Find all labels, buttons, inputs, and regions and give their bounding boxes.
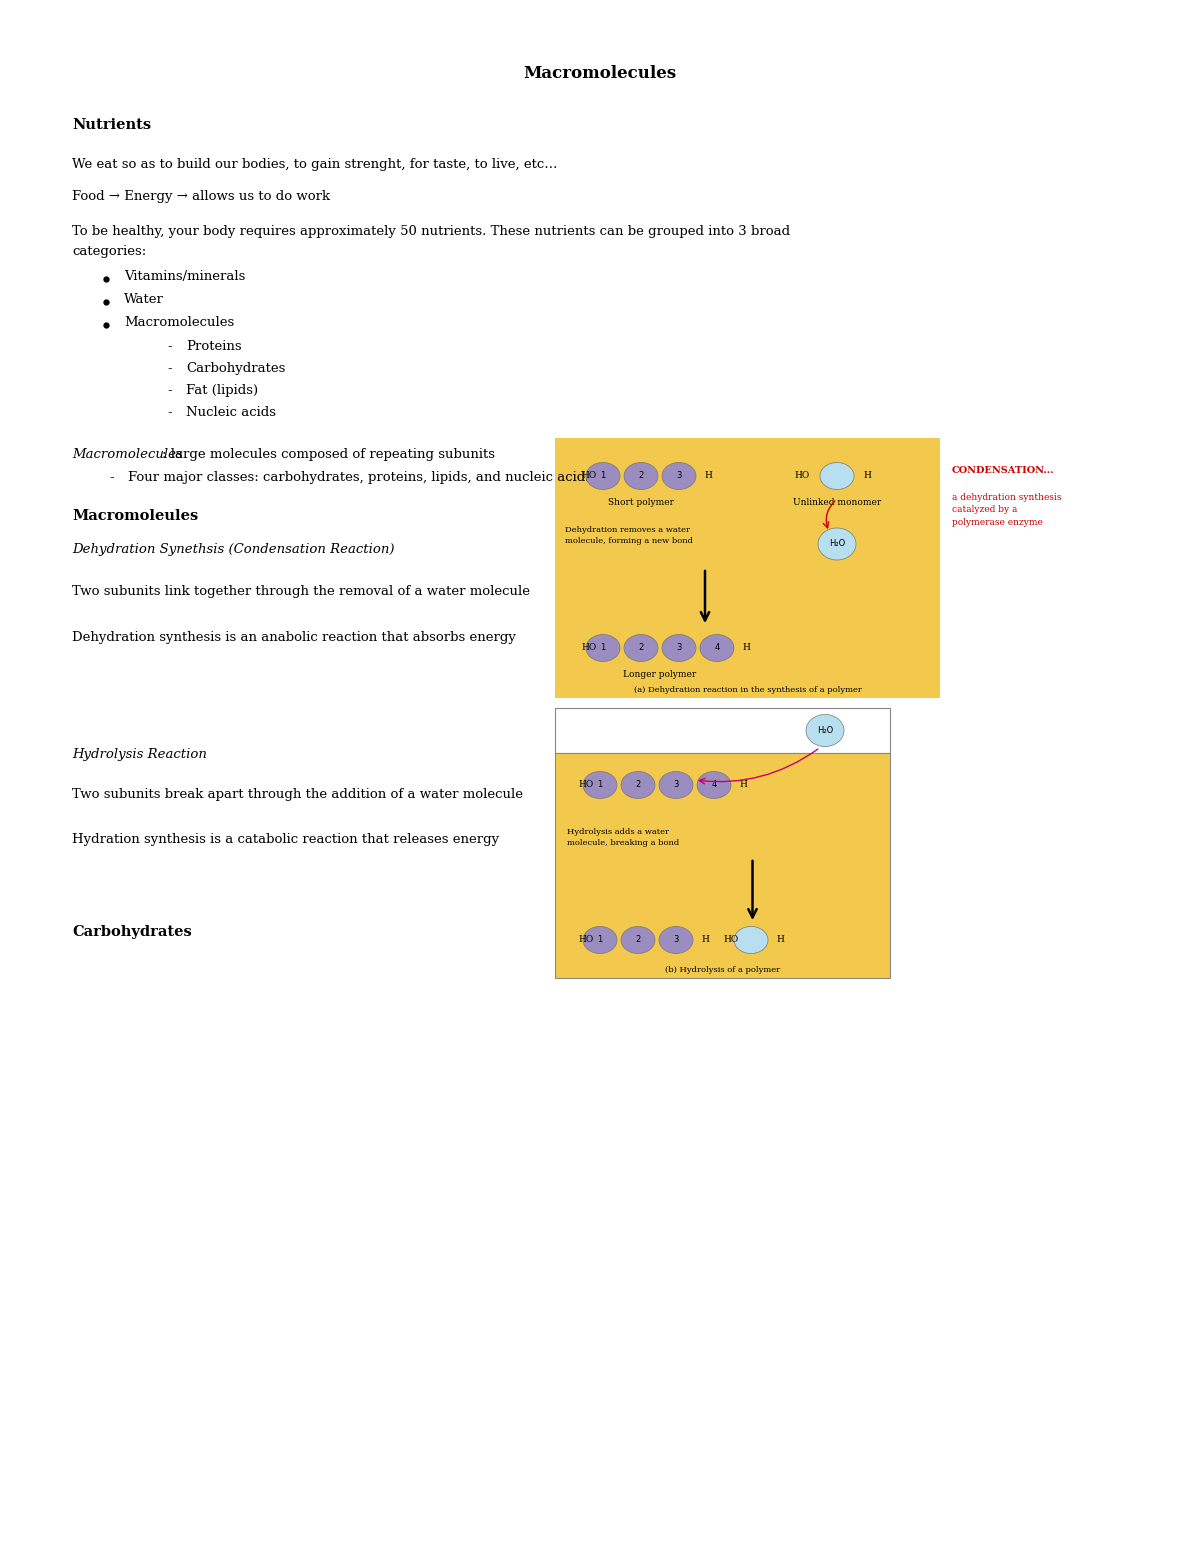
Text: 3: 3 xyxy=(673,935,679,944)
Text: To be healthy, your body requires approximately 50 nutrients. These nutrients ca: To be healthy, your body requires approx… xyxy=(72,225,790,238)
Text: Water: Water xyxy=(124,294,164,306)
Text: Dehydration synthesis is an anabolic reaction that absorbs energy: Dehydration synthesis is an anabolic rea… xyxy=(72,631,516,644)
Text: Carbohydrates: Carbohydrates xyxy=(72,926,192,940)
Text: Dehydration removes a water
molecule, forming a new bond: Dehydration removes a water molecule, fo… xyxy=(565,526,694,545)
Text: HO: HO xyxy=(794,472,810,480)
Text: : large molecules composed of repeating subunits: : large molecules composed of repeating … xyxy=(162,447,496,461)
Bar xyxy=(554,708,890,753)
Ellipse shape xyxy=(624,463,658,489)
Ellipse shape xyxy=(734,927,768,954)
Text: Hydration synthesis is a catabolic reaction that releases energy: Hydration synthesis is a catabolic react… xyxy=(72,832,499,846)
Text: Two subunits break apart through the addition of a water molecule: Two subunits break apart through the add… xyxy=(72,787,523,801)
Ellipse shape xyxy=(662,463,696,489)
Text: Unlinked monomer: Unlinked monomer xyxy=(793,499,881,506)
Text: Nucleic acids: Nucleic acids xyxy=(186,405,276,419)
Ellipse shape xyxy=(820,463,854,489)
Text: We eat so as to build our bodies, to gain strenght, for taste, to live, etc…: We eat so as to build our bodies, to gai… xyxy=(72,158,558,171)
Text: 2: 2 xyxy=(635,935,641,944)
Text: Two subunits link together through the removal of a water molecule: Two subunits link together through the r… xyxy=(72,585,530,598)
Text: -: - xyxy=(168,384,173,398)
Text: CONDENSATION...: CONDENSATION... xyxy=(952,466,1055,475)
Text: 1: 1 xyxy=(598,781,602,789)
Text: -: - xyxy=(109,471,114,485)
Ellipse shape xyxy=(622,772,655,798)
Text: Vitamins/minerals: Vitamins/minerals xyxy=(124,270,245,283)
Text: Nutrients: Nutrients xyxy=(72,118,151,132)
Ellipse shape xyxy=(586,463,620,489)
Text: H₂O: H₂O xyxy=(829,539,845,548)
Text: H: H xyxy=(704,472,712,480)
Ellipse shape xyxy=(583,772,617,798)
Ellipse shape xyxy=(818,528,856,561)
Text: H: H xyxy=(863,472,871,480)
Text: 3: 3 xyxy=(677,643,682,652)
Text: (b) Hydrolysis of a polymer: (b) Hydrolysis of a polymer xyxy=(665,966,780,974)
Text: Food → Energy → allows us to do work: Food → Energy → allows us to do work xyxy=(72,189,330,203)
Text: Hydrolysis adds a water
molecule, breaking a bond: Hydrolysis adds a water molecule, breaki… xyxy=(568,828,679,846)
Text: 3: 3 xyxy=(677,472,682,480)
Ellipse shape xyxy=(697,772,731,798)
Text: H: H xyxy=(739,781,746,789)
Ellipse shape xyxy=(622,927,655,954)
Text: Dehydration Synethsis (Condensation Reaction): Dehydration Synethsis (Condensation Reac… xyxy=(72,544,395,556)
Text: Macromolecules: Macromolecules xyxy=(523,65,677,82)
Text: Macromoleules: Macromoleules xyxy=(72,509,198,523)
Ellipse shape xyxy=(659,927,694,954)
Text: 3: 3 xyxy=(673,781,679,789)
Text: Short polymer: Short polymer xyxy=(608,499,674,506)
Text: 4: 4 xyxy=(714,643,720,652)
Text: HO: HO xyxy=(578,781,594,789)
Text: (a) Dehydration reaction in the synthesis of a polymer: (a) Dehydration reaction in the synthesi… xyxy=(634,686,862,694)
Text: HO: HO xyxy=(722,935,738,944)
Ellipse shape xyxy=(700,635,734,662)
Text: HO: HO xyxy=(582,643,598,652)
Text: HO: HO xyxy=(582,472,598,480)
Text: 4: 4 xyxy=(712,781,716,789)
Text: Macromolecules: Macromolecules xyxy=(124,315,234,329)
Text: H: H xyxy=(701,935,709,944)
Text: Four major classes: carbohydrates, proteins, lipids, and nucleic acids: Four major classes: carbohydrates, prote… xyxy=(128,471,592,485)
Text: Hydrolysis Reaction: Hydrolysis Reaction xyxy=(72,749,206,761)
Bar xyxy=(554,438,940,697)
Text: H: H xyxy=(776,935,784,944)
Text: 1: 1 xyxy=(600,472,606,480)
Text: Carbohydrates: Carbohydrates xyxy=(186,362,286,374)
Text: H₂O: H₂O xyxy=(817,725,833,735)
Bar xyxy=(554,753,890,978)
Text: -: - xyxy=(168,405,173,419)
Text: Longer polymer: Longer polymer xyxy=(623,669,697,679)
Text: a dehydration synthesis
catalyzed by a
polymerase enzyme: a dehydration synthesis catalyzed by a p… xyxy=(952,492,1062,526)
Text: 2: 2 xyxy=(635,781,641,789)
Text: -: - xyxy=(168,362,173,374)
Text: Macromolecules: Macromolecules xyxy=(72,447,182,461)
Text: H: H xyxy=(742,643,750,652)
Ellipse shape xyxy=(586,635,620,662)
Ellipse shape xyxy=(659,772,694,798)
Ellipse shape xyxy=(583,927,617,954)
Text: 2: 2 xyxy=(638,643,643,652)
Text: 1: 1 xyxy=(598,935,602,944)
Text: 1: 1 xyxy=(600,643,606,652)
Ellipse shape xyxy=(806,714,844,747)
Text: 2: 2 xyxy=(638,472,643,480)
Ellipse shape xyxy=(624,635,658,662)
Text: HO: HO xyxy=(578,935,594,944)
Text: -: - xyxy=(168,340,173,353)
Text: Fat (lipids): Fat (lipids) xyxy=(186,384,258,398)
Ellipse shape xyxy=(662,635,696,662)
Text: categories:: categories: xyxy=(72,245,146,258)
Text: Proteins: Proteins xyxy=(186,340,241,353)
